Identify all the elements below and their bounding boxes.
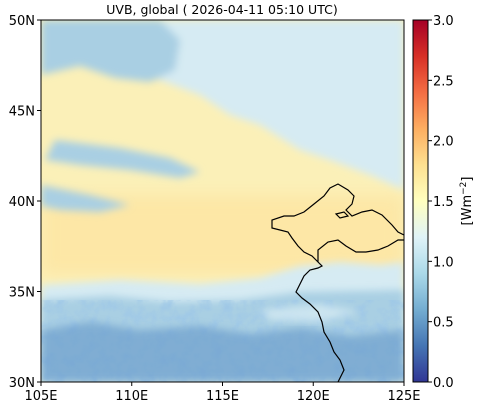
longitude-axis: 105E 110E 115E 120E 125E — [24, 382, 421, 404]
lat-tick-label: 50N — [9, 14, 35, 29]
colorbar-label-exponent: −2 — [459, 182, 469, 195]
colorbar-tick-label: 1.5 — [433, 195, 454, 210]
colorbar-ticks: 0.0 0.5 1.0 1.5 2.0 2.5 3.0 — [428, 14, 454, 391]
lon-tick-label: 120E — [297, 389, 330, 404]
latitude-axis: 50N 45N 40N 35N 30N — [9, 14, 41, 391]
lon-tick-label: 125E — [387, 389, 420, 404]
uvb-field — [41, 20, 404, 382]
colorbar-tick-label: 3.0 — [433, 14, 454, 29]
lat-tick-label: 40N — [9, 195, 35, 210]
northern-cloud-field — [41, 20, 404, 212]
colorbar-label: [Wm−2] — [459, 177, 475, 226]
colorbar-label-base: [Wm — [460, 195, 475, 226]
colorbar: 0.0 0.5 1.0 1.5 2.0 2.5 3.0 [Wm−2] — [412, 14, 475, 391]
colorbar-bar — [412, 19, 429, 383]
lat-tick-label: 35N — [9, 286, 35, 301]
map-title: UVB, global ( 2026-04-11 05:10 UTC) — [106, 2, 337, 17]
lon-tick-label: 105E — [24, 389, 57, 404]
colorbar-tick-label: 0.5 — [433, 316, 454, 331]
colorbar-label-close: ] — [460, 177, 475, 182]
colorbar-tick-label: 2.5 — [433, 74, 454, 89]
lat-tick-label: 45N — [9, 105, 35, 120]
colorbar-tick-label: 2.0 — [433, 135, 454, 150]
colorbar-tick-label: 1.0 — [433, 255, 454, 270]
coastline — [271, 183, 404, 382]
lon-tick-label: 115E — [206, 389, 239, 404]
lat-tick-label: 30N — [9, 376, 35, 391]
lon-tick-label: 110E — [115, 389, 148, 404]
colorbar-tick-label: 0.0 — [433, 376, 454, 391]
